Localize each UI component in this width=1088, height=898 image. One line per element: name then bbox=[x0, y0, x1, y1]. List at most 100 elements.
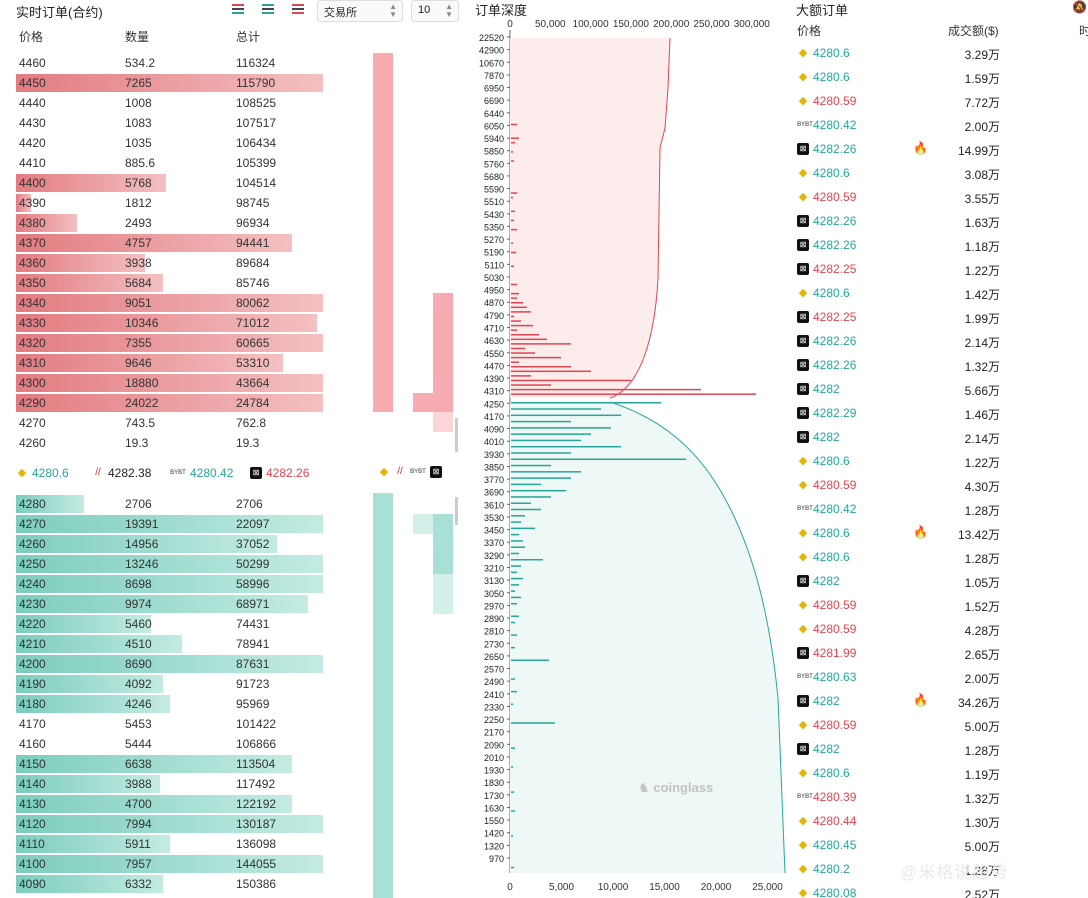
large-order-row[interactable]: ◆ 4280.6 🔥 13.42万 bbox=[796, 521, 1086, 545]
large-order-row[interactable]: ◆ 4280.59 3.55万 bbox=[796, 185, 1086, 209]
orderbook-row[interactable]: 4270 743.5 762.8 bbox=[16, 413, 376, 433]
large-order-row[interactable]: ⊠ 4282.25 1.99万 bbox=[796, 305, 1086, 329]
large-order-row[interactable]: ⊠ 4282 🔥 34.26万 bbox=[796, 689, 1086, 713]
orderbook-row[interactable]: 4450 7265 115790 bbox=[16, 73, 376, 93]
orderbook-row[interactable]: 4370 4757 94441 bbox=[16, 233, 376, 253]
orderbook-row[interactable]: 4440 1008 108525 bbox=[16, 93, 376, 113]
large-order-row[interactable]: ◆ 4280.6 1.42万 bbox=[796, 281, 1086, 305]
orderbook-row[interactable]: 4120 7994 130187 bbox=[16, 814, 376, 834]
orderbook-row[interactable]: 4410 885.6 105399 bbox=[16, 153, 376, 173]
scrollbar[interactable] bbox=[455, 497, 458, 525]
large-order-row[interactable]: ◆ 4280.2 1.28万 bbox=[796, 857, 1086, 881]
large-order-row[interactable]: ◆ 4280.59 4.30万 bbox=[796, 473, 1086, 497]
binance-icon[interactable]: ◆ bbox=[379, 466, 389, 478]
okx-icon[interactable]: ⊠ bbox=[430, 466, 442, 478]
mute-icon[interactable]: 🔕 bbox=[1072, 0, 1087, 14]
row-price: 4330 bbox=[19, 316, 46, 330]
orderbook-row[interactable]: 4430 1083 107517 bbox=[16, 113, 376, 133]
orderbook-row[interactable]: 4140 3988 117492 bbox=[16, 774, 376, 794]
large-order-row[interactable]: BYBT 4280.42 1.28万 bbox=[796, 497, 1086, 521]
large-order-row[interactable]: ⊠ 4282 1.05万 bbox=[796, 569, 1086, 593]
large-order-row[interactable]: ⊠ 4282 2.14万 bbox=[796, 425, 1086, 449]
large-order-row[interactable]: ◆ 4280.45 5.00万 bbox=[796, 833, 1086, 857]
orderbook-row[interactable]: 4460 534.2 116324 bbox=[16, 53, 376, 73]
large-order-row[interactable]: ⊠ 4282.26 2.14万 bbox=[796, 329, 1086, 353]
orderbook-row[interactable]: 4160 5444 106866 bbox=[16, 734, 376, 754]
orderbook-row[interactable]: 4110 5911 136098 bbox=[16, 834, 376, 854]
orderbook-row[interactable]: 4280 2706 2706 bbox=[16, 494, 376, 514]
large-order-row[interactable]: BYBT 4280.63 2.00万 bbox=[796, 665, 1086, 689]
view-both-icon[interactable] bbox=[228, 3, 248, 17]
large-order-row[interactable]: ◆ 4280.59 4.28万 bbox=[796, 617, 1086, 641]
bybit-icon[interactable]: BYBT bbox=[410, 469, 426, 475]
orderbook-row[interactable]: 4260 19.3 19.3 bbox=[16, 433, 376, 453]
orderbook-row[interactable]: 4260 14956 37052 bbox=[16, 534, 376, 554]
orderbook-row[interactable]: 4300 18880 43664 bbox=[16, 373, 376, 393]
large-order-row[interactable]: ◆ 4280.6 1.59万 bbox=[796, 65, 1086, 89]
row-price: 4390 bbox=[19, 196, 46, 210]
orderbook-row[interactable]: 4320 7355 60665 bbox=[16, 333, 376, 353]
view-bids-icon[interactable] bbox=[258, 3, 278, 17]
depth-select[interactable]: 10 ▲ ▼ bbox=[411, 0, 459, 22]
ticker-filter-icons[interactable]: ◆ // BYBT ⊠ bbox=[378, 466, 442, 478]
large-order-row[interactable]: ⊠ 4282.26 1.32万 bbox=[796, 353, 1086, 377]
large-order-row[interactable]: ◆ 4280.44 1.30万 bbox=[796, 809, 1086, 833]
large-order-row[interactable]: BYBT 4280.42 2.00万 bbox=[796, 113, 1086, 137]
exchange-select[interactable]: 交易所 ▲ ▼ bbox=[317, 0, 403, 22]
orderbook-row[interactable]: 4230 9974 68971 bbox=[16, 594, 376, 614]
orderbook-row[interactable]: 4340 9051 80062 bbox=[16, 293, 376, 313]
large-order-row[interactable]: BYBT 4280.39 1.32万 bbox=[796, 785, 1086, 809]
large-order-row[interactable]: ⊠ 4282.26 1.63万 bbox=[796, 209, 1086, 233]
price-label: 4550 bbox=[484, 349, 504, 359]
orderbook-row[interactable]: 4130 4700 122192 bbox=[16, 794, 376, 814]
orderbook-row[interactable]: 4170 5453 101422 bbox=[16, 714, 376, 734]
large-order-row[interactable]: ◆ 4280.6 1.22万 bbox=[796, 449, 1086, 473]
orderbook-row[interactable]: 4190 4092 91723 bbox=[16, 674, 376, 694]
orderbook-row[interactable]: 4400 5768 104514 bbox=[16, 173, 376, 193]
orderbook-row[interactable]: 4360 3938 89684 bbox=[16, 253, 376, 273]
orderbook-row[interactable]: 4390 1812 98745 bbox=[16, 193, 376, 213]
large-order-row[interactable]: ◆ 4280.59 7.72万 bbox=[796, 89, 1086, 113]
price-label: 3690 bbox=[484, 488, 504, 498]
orderbook-row[interactable]: 4100 7957 144055 bbox=[16, 854, 376, 874]
price-label: 5850 bbox=[484, 147, 504, 157]
price-label: 2250 bbox=[484, 715, 504, 725]
orderbook-row[interactable]: 4210 4510 78941 bbox=[16, 634, 376, 654]
ask-depth-bar bbox=[511, 311, 531, 313]
large-order-row[interactable]: ⊠ 4281.99 2.65万 bbox=[796, 641, 1086, 665]
large-order-row[interactable]: ◆ 4280.6 1.28万 bbox=[796, 545, 1086, 569]
orderbook-row[interactable]: 4220 5460 74431 bbox=[16, 614, 376, 634]
orderbook-row[interactable]: 4180 4246 95969 bbox=[16, 694, 376, 714]
view-asks-icon[interactable] bbox=[288, 3, 308, 17]
orderbook-row[interactable]: 4270 19391 22097 bbox=[16, 514, 376, 534]
large-order-row[interactable]: ◆ 4280.6 1.19万 bbox=[796, 761, 1086, 785]
orderbook-row[interactable]: 4250 13246 50299 bbox=[16, 554, 376, 574]
orderbook-row[interactable]: 4350 5684 85746 bbox=[16, 273, 376, 293]
orderbook-row[interactable]: 4420 1035 106434 bbox=[16, 133, 376, 153]
orderbook-row[interactable]: 4150 6638 113504 bbox=[16, 754, 376, 774]
large-order-row[interactable]: ⊠ 4282.29 1.46万 bbox=[796, 401, 1086, 425]
orderbook-row[interactable]: 4330 10346 71012 bbox=[16, 313, 376, 333]
orderbook-row[interactable]: 4290 24022 24784 bbox=[16, 393, 376, 413]
large-order-row[interactable]: ◆ 4280.08 2.52万 bbox=[796, 881, 1086, 898]
large-order-row[interactable]: ◆ 4280.6 3.29万 bbox=[796, 41, 1086, 65]
large-order-row[interactable]: ⊠ 4282.26 1.18万 bbox=[796, 233, 1086, 257]
coinbase-icon[interactable]: // bbox=[397, 466, 403, 477]
large-order-row[interactable]: ◆ 4280.59 1.52万 bbox=[796, 593, 1086, 617]
large-order-row[interactable]: ⊠ 4282.26 🔥 14.99万 bbox=[796, 137, 1086, 161]
orderbook-row[interactable]: 4200 8690 87631 bbox=[16, 654, 376, 674]
price-label: 5270 bbox=[484, 235, 504, 245]
large-order-row[interactable]: ◆ 4280.6 3.08万 bbox=[796, 161, 1086, 185]
okx-icon: ⊠ bbox=[797, 695, 809, 707]
price-label: 4630 bbox=[484, 336, 504, 346]
orderbook-row[interactable]: 4310 9646 53310 bbox=[16, 353, 376, 373]
row-qty: 743.5 bbox=[125, 416, 156, 430]
large-order-row[interactable]: ⊠ 4282.25 1.22万 bbox=[796, 257, 1086, 281]
orderbook-row[interactable]: 4090 6332 150386 bbox=[16, 874, 376, 894]
large-order-row[interactable]: ⊠ 4282 5.66万 bbox=[796, 377, 1086, 401]
large-order-row[interactable]: ◆ 4280.59 5.00万 bbox=[796, 713, 1086, 737]
orderbook-row[interactable]: 4380 2493 96934 bbox=[16, 213, 376, 233]
large-order-row[interactable]: ⊠ 4282 1.28万 bbox=[796, 737, 1086, 761]
orderbook-row[interactable]: 4240 8698 58996 bbox=[16, 574, 376, 594]
scrollbar[interactable] bbox=[455, 418, 458, 452]
